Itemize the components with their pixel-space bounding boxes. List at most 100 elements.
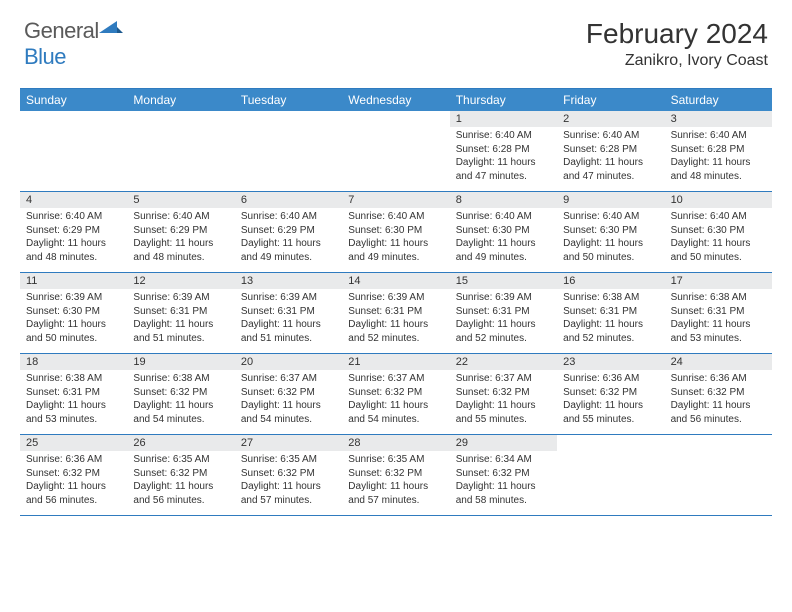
daylight-text: Daylight: 11 hours and 51 minutes. [241,318,336,345]
sunrise-text: Sunrise: 6:37 AM [456,372,551,386]
day-body: Sunrise: 6:35 AMSunset: 6:32 PMDaylight:… [127,451,234,511]
calendar-day: 14Sunrise: 6:39 AMSunset: 6:31 PMDayligh… [342,273,449,353]
sunset-text: Sunset: 6:31 PM [241,305,336,319]
daylight-text: Daylight: 11 hours and 49 minutes. [241,237,336,264]
sunset-text: Sunset: 6:32 PM [348,467,443,481]
day-number: 7 [342,192,449,208]
sunset-text: Sunset: 6:32 PM [133,467,228,481]
daylight-text: Daylight: 11 hours and 48 minutes. [26,237,121,264]
calendar-day: 25Sunrise: 6:36 AMSunset: 6:32 PMDayligh… [20,435,127,515]
day-body: Sunrise: 6:38 AMSunset: 6:32 PMDaylight:… [127,370,234,430]
day-number [20,111,127,127]
calendar-day: 17Sunrise: 6:38 AMSunset: 6:31 PMDayligh… [665,273,772,353]
daylight-text: Daylight: 11 hours and 47 minutes. [456,156,551,183]
calendar-day: 16Sunrise: 6:38 AMSunset: 6:31 PMDayligh… [557,273,664,353]
sunrise-text: Sunrise: 6:37 AM [348,372,443,386]
day-body: Sunrise: 6:39 AMSunset: 6:31 PMDaylight:… [127,289,234,349]
col-sunday: Sunday [20,89,127,111]
daylight-text: Daylight: 11 hours and 55 minutes. [456,399,551,426]
sunset-text: Sunset: 6:32 PM [563,386,658,400]
sunrise-text: Sunrise: 6:35 AM [241,453,336,467]
sunrise-text: Sunrise: 6:39 AM [133,291,228,305]
day-body [127,127,234,133]
daylight-text: Daylight: 11 hours and 53 minutes. [26,399,121,426]
sunset-text: Sunset: 6:32 PM [456,386,551,400]
sunset-text: Sunset: 6:31 PM [348,305,443,319]
day-number: 28 [342,435,449,451]
day-number: 1 [450,111,557,127]
day-number: 5 [127,192,234,208]
day-number: 11 [20,273,127,289]
day-body [20,127,127,133]
sunset-text: Sunset: 6:31 PM [26,386,121,400]
sunset-text: Sunset: 6:30 PM [671,224,766,238]
daylight-text: Daylight: 11 hours and 54 minutes. [348,399,443,426]
sunrise-text: Sunrise: 6:36 AM [671,372,766,386]
day-number: 2 [557,111,664,127]
day-number: 16 [557,273,664,289]
day-number: 15 [450,273,557,289]
sunset-text: Sunset: 6:31 PM [671,305,766,319]
title-block: February 2024 Zanikro, Ivory Coast [586,18,768,70]
calendar-week: 1Sunrise: 6:40 AMSunset: 6:28 PMDaylight… [20,111,772,192]
day-body: Sunrise: 6:35 AMSunset: 6:32 PMDaylight:… [342,451,449,511]
daylight-text: Daylight: 11 hours and 57 minutes. [348,480,443,507]
day-body: Sunrise: 6:40 AMSunset: 6:29 PMDaylight:… [127,208,234,268]
sunrise-text: Sunrise: 6:36 AM [563,372,658,386]
day-body: Sunrise: 6:39 AMSunset: 6:31 PMDaylight:… [235,289,342,349]
day-number: 17 [665,273,772,289]
sunset-text: Sunset: 6:29 PM [241,224,336,238]
day-body [235,127,342,133]
calendar: Sunday Monday Tuesday Wednesday Thursday… [20,88,772,516]
daylight-text: Daylight: 11 hours and 57 minutes. [241,480,336,507]
calendar-day: 11Sunrise: 6:39 AMSunset: 6:30 PMDayligh… [20,273,127,353]
sunrise-text: Sunrise: 6:40 AM [241,210,336,224]
location-label: Zanikro, Ivory Coast [586,52,768,70]
calendar-day: 13Sunrise: 6:39 AMSunset: 6:31 PMDayligh… [235,273,342,353]
sunrise-text: Sunrise: 6:40 AM [563,210,658,224]
calendar-day: 29Sunrise: 6:34 AMSunset: 6:32 PMDayligh… [450,435,557,515]
calendar-week: 25Sunrise: 6:36 AMSunset: 6:32 PMDayligh… [20,435,772,516]
day-number: 19 [127,354,234,370]
sunrise-text: Sunrise: 6:40 AM [671,210,766,224]
daylight-text: Daylight: 11 hours and 50 minutes. [26,318,121,345]
daylight-text: Daylight: 11 hours and 52 minutes. [563,318,658,345]
day-number: 26 [127,435,234,451]
sunrise-text: Sunrise: 6:38 AM [563,291,658,305]
sunrise-text: Sunrise: 6:40 AM [26,210,121,224]
daylight-text: Daylight: 11 hours and 56 minutes. [671,399,766,426]
daylight-text: Daylight: 11 hours and 51 minutes. [133,318,228,345]
calendar-day [20,111,127,191]
daylight-text: Daylight: 11 hours and 52 minutes. [348,318,443,345]
sunset-text: Sunset: 6:31 PM [133,305,228,319]
sunset-text: Sunset: 6:32 PM [133,386,228,400]
daylight-text: Daylight: 11 hours and 49 minutes. [456,237,551,264]
day-body: Sunrise: 6:39 AMSunset: 6:31 PMDaylight:… [342,289,449,349]
col-tuesday: Tuesday [235,89,342,111]
sunrise-text: Sunrise: 6:40 AM [456,210,551,224]
calendar-day: 7Sunrise: 6:40 AMSunset: 6:30 PMDaylight… [342,192,449,272]
col-thursday: Thursday [450,89,557,111]
calendar-header-row: Sunday Monday Tuesday Wednesday Thursday… [20,89,772,111]
sunset-text: Sunset: 6:30 PM [26,305,121,319]
calendar-day: 22Sunrise: 6:37 AMSunset: 6:32 PMDayligh… [450,354,557,434]
calendar-week: 4Sunrise: 6:40 AMSunset: 6:29 PMDaylight… [20,192,772,273]
daylight-text: Daylight: 11 hours and 48 minutes. [133,237,228,264]
day-body [665,451,772,457]
calendar-day [665,435,772,515]
sunrise-text: Sunrise: 6:39 AM [456,291,551,305]
daylight-text: Daylight: 11 hours and 56 minutes. [133,480,228,507]
calendar-day: 12Sunrise: 6:39 AMSunset: 6:31 PMDayligh… [127,273,234,353]
calendar-day [557,435,664,515]
col-friday: Friday [557,89,664,111]
day-number: 24 [665,354,772,370]
day-number: 13 [235,273,342,289]
daylight-text: Daylight: 11 hours and 58 minutes. [456,480,551,507]
day-number: 27 [235,435,342,451]
calendar-day: 21Sunrise: 6:37 AMSunset: 6:32 PMDayligh… [342,354,449,434]
day-body: Sunrise: 6:40 AMSunset: 6:30 PMDaylight:… [450,208,557,268]
day-body: Sunrise: 6:36 AMSunset: 6:32 PMDaylight:… [557,370,664,430]
day-body [342,127,449,133]
day-body: Sunrise: 6:38 AMSunset: 6:31 PMDaylight:… [557,289,664,349]
sunset-text: Sunset: 6:32 PM [26,467,121,481]
